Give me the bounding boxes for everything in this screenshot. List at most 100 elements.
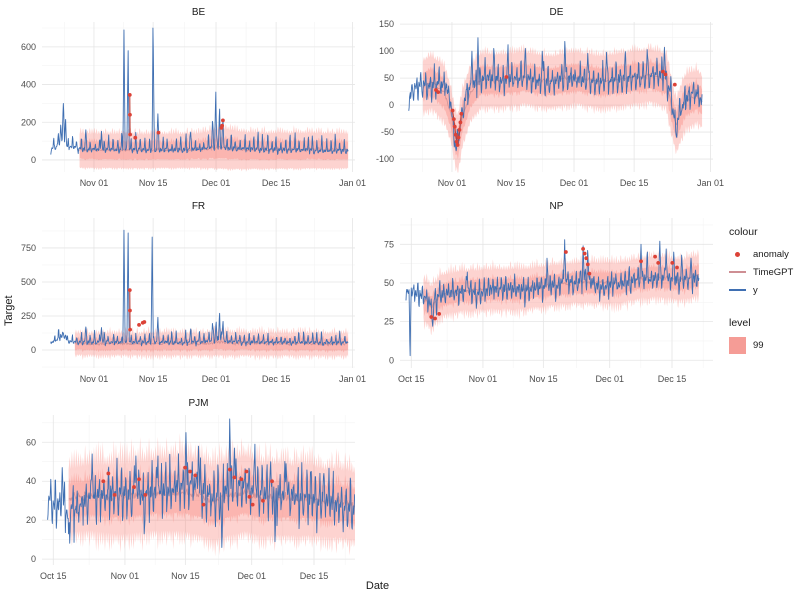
panel-de: -100 -50 0 50 100 150 Nov 01 Nov 15 Dec 01 Dec 15… <box>376 19 724 188</box>
anomaly-point <box>142 320 147 324</box>
y-tick-label: 50 <box>384 73 394 83</box>
y-tick-label: 0 <box>389 100 394 110</box>
x-tick-label: Dec 15 <box>658 374 687 384</box>
y-tick-label: 600 <box>21 42 36 52</box>
x-tick-label: Nov 15 <box>497 178 526 188</box>
anomaly-point <box>127 93 132 97</box>
x-tick-label: Jan 01 <box>339 374 366 384</box>
y-axis-title: Target <box>3 295 15 326</box>
anomaly-point <box>232 475 237 480</box>
y-line-fr <box>50 229 349 347</box>
x-tick-label: Nov 01 <box>80 178 109 188</box>
x-tick-label: Nov 01 <box>469 374 498 384</box>
y-tick-label: 500 <box>21 277 36 287</box>
anomaly-marker-icon <box>729 246 746 263</box>
y-tick-label: 75 <box>384 239 394 249</box>
x-tick-label: Jan 01 <box>697 178 724 188</box>
anomaly-point <box>137 477 141 482</box>
legend-item-y: y <box>729 281 799 299</box>
timegpt-line-icon <box>729 264 746 281</box>
panel-fr: 0 250 500 750 Nov 01 Nov 15 Dec 01 Dec 15 Jan 01 <box>21 218 366 384</box>
anomaly-point <box>227 467 232 472</box>
x-tick-label: Dec 01 <box>595 374 624 384</box>
legend-label-y: y <box>753 284 758 296</box>
anomaly-point <box>247 494 252 499</box>
x-tick-label: Dec 15 <box>262 374 291 384</box>
anomaly-point <box>437 311 442 316</box>
x-tick-label: Dec 01 <box>202 374 231 384</box>
anomaly-point <box>101 479 106 484</box>
legend-item-level-99: 99 <box>729 336 799 354</box>
anomaly-point <box>112 492 117 497</box>
anomaly-point <box>451 117 456 122</box>
anomaly-point <box>453 132 458 137</box>
anomaly-point <box>454 139 459 144</box>
anomaly-point <box>639 259 643 264</box>
y-line-be <box>50 27 349 155</box>
anomaly-point <box>143 492 148 497</box>
y-tick-label: 250 <box>21 311 36 321</box>
y-tick-label: -100 <box>376 154 394 164</box>
anomaly-point <box>459 111 464 116</box>
anomaly-point <box>653 254 657 259</box>
anomaly-point <box>239 477 244 482</box>
x-tick-label: Nov 15 <box>171 571 200 581</box>
x-tick-label: Oct 15 <box>40 571 67 581</box>
x-tick-label: Dec 15 <box>300 571 329 581</box>
anomaly-point <box>127 288 132 293</box>
x-tick-label: Nov 01 <box>111 571 140 581</box>
anomaly-point <box>106 471 111 476</box>
anomaly-point <box>581 247 586 251</box>
y-tick-label: 40 <box>26 476 36 486</box>
x-tick-label: Dec 01 <box>237 571 266 581</box>
anomaly-point <box>270 479 274 484</box>
x-tick-label: Oct 15 <box>398 374 425 384</box>
x-tick-label: Dec 01 <box>560 178 589 188</box>
panel-pjm: 0 20 40 60 Oct 15 Nov 01 Nov 15 Dec 01 Dec 15 <box>26 415 355 581</box>
anomaly-point <box>221 118 225 123</box>
x-tick-label: Jan 01 <box>339 178 366 188</box>
anomaly-point <box>672 82 677 87</box>
anomaly-point <box>587 271 592 276</box>
legend: colour anomaly TimeGPT y level 99 <box>729 226 799 354</box>
y-tick-label: 25 <box>384 317 394 327</box>
anomaly-point <box>457 128 462 132</box>
x-tick-label: Dec 15 <box>620 178 649 188</box>
x-tick-label: Nov 15 <box>529 374 558 384</box>
anomaly-point <box>261 498 265 503</box>
anomaly-point <box>455 143 460 147</box>
y-tick-label: 150 <box>379 19 394 29</box>
anomaly-point <box>128 112 132 117</box>
x-axis-title: Date <box>365 580 390 592</box>
anomaly-point <box>504 75 509 79</box>
y-tick-label: -50 <box>381 127 394 137</box>
anomaly-point <box>137 322 141 327</box>
y-tick-label: 0 <box>31 554 36 564</box>
legend-item-timegpt: TimeGPT <box>729 263 799 281</box>
anomaly-point <box>456 135 461 140</box>
anomaly-point <box>188 469 192 474</box>
y-tick-label: 20 <box>26 515 36 525</box>
y-tick-label: 50 <box>384 278 394 288</box>
anomaly-point <box>458 120 463 125</box>
anomaly-point <box>563 250 568 254</box>
level-swatch-icon <box>729 336 746 354</box>
anomaly-point <box>582 251 587 256</box>
x-tick-label: Nov 01 <box>438 178 467 188</box>
timegpt-line-fr <box>74 339 349 348</box>
anomaly-point <box>128 327 133 332</box>
panel-title-be: BE <box>191 7 206 18</box>
y-tick-label: 750 <box>21 243 36 253</box>
anomaly-point <box>133 135 138 140</box>
y-tick-label: 200 <box>21 117 36 127</box>
y-tick-label: 400 <box>21 80 36 90</box>
y-tick-label: 0 <box>31 155 36 165</box>
anomaly-point <box>661 69 665 74</box>
anomaly-point <box>244 469 249 474</box>
legend-level-title: level <box>729 317 751 329</box>
anomaly-point <box>670 260 675 265</box>
x-tick-label: Nov 01 <box>80 374 109 384</box>
anomaly-point <box>433 316 437 321</box>
